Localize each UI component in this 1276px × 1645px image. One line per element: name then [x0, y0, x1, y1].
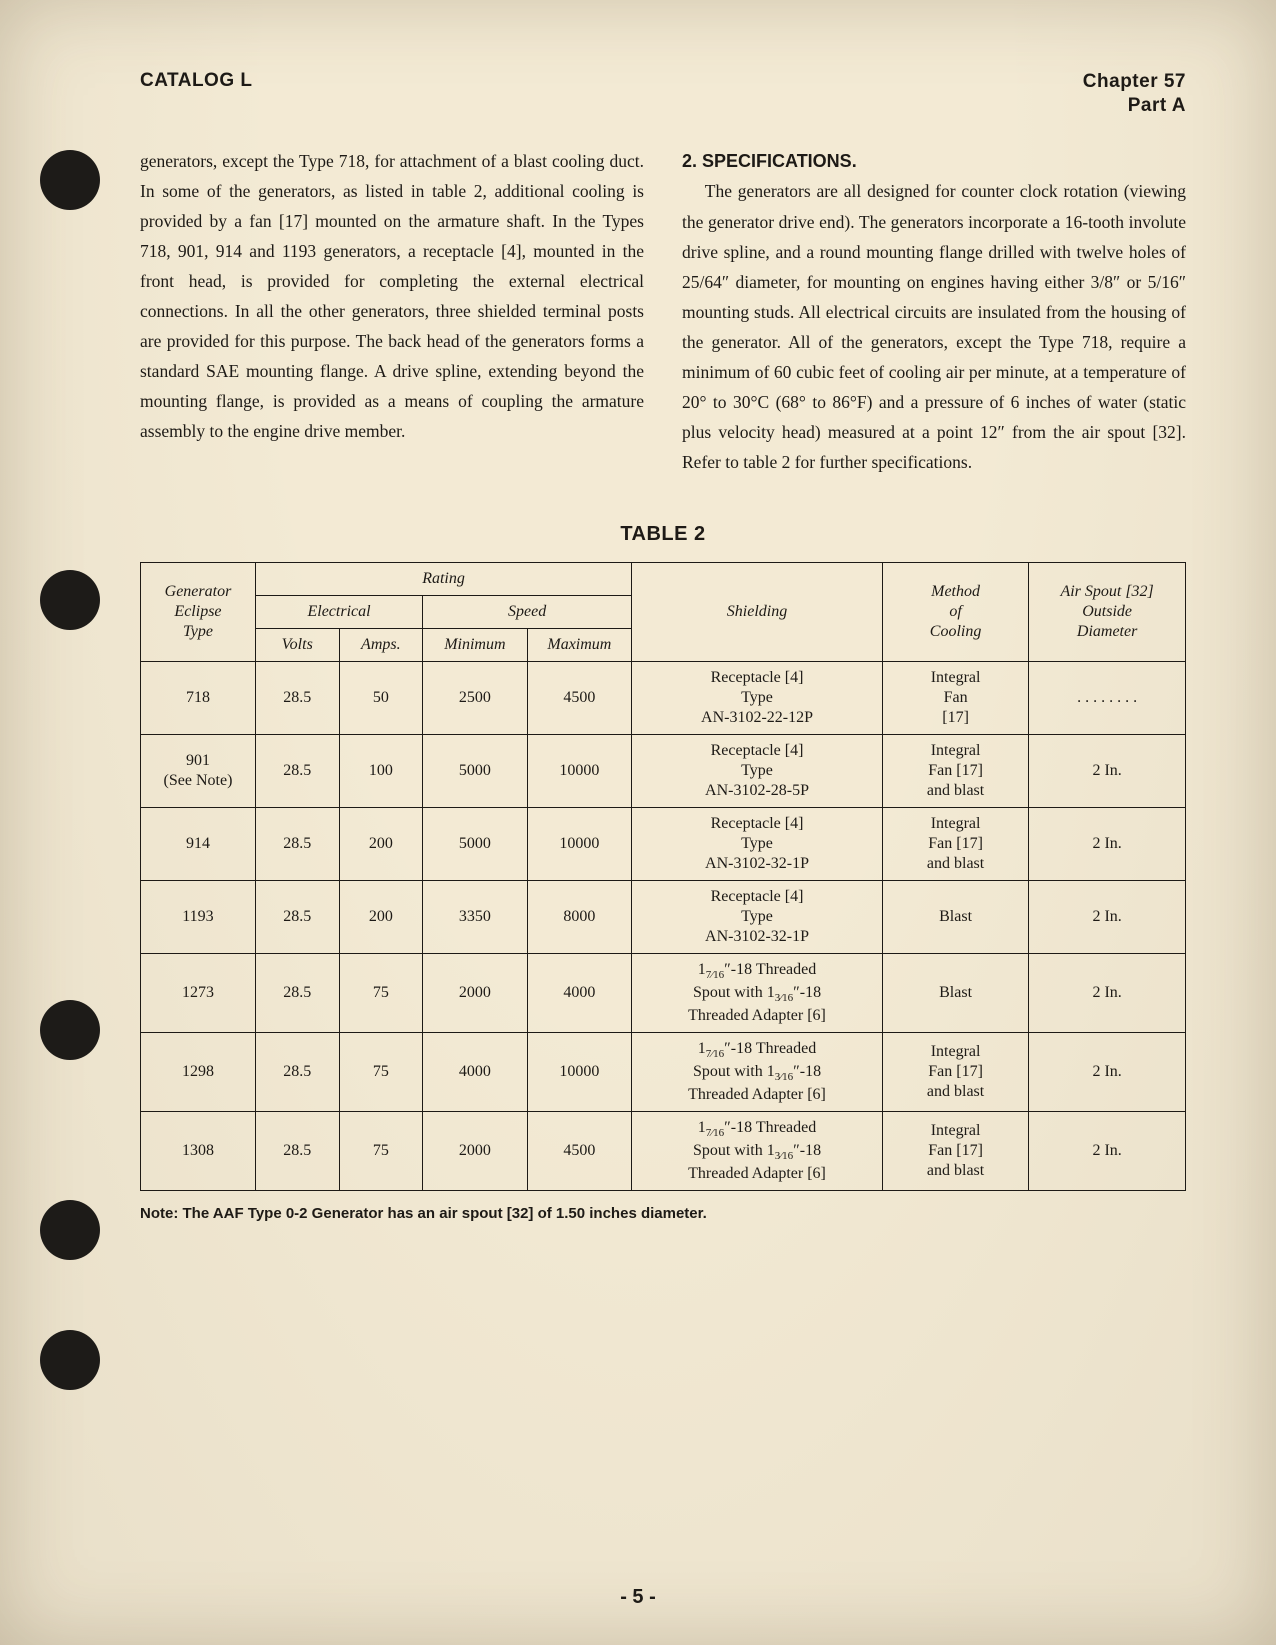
punch-hole	[40, 1330, 100, 1390]
cell-cooling: IntegralFan[17]	[882, 662, 1028, 735]
table-row: 119328.520033508000Receptacle [4]TypeAN-…	[141, 881, 1186, 954]
cell-min: 2500	[423, 662, 528, 735]
col-air-spout: Air Spout [32]OutsideDiameter	[1029, 563, 1186, 662]
cell-min: 4000	[423, 1033, 528, 1112]
cell-volts: 28.5	[255, 662, 339, 735]
punch-hole	[40, 1000, 100, 1060]
cell-cooling: IntegralFan [17]and blast	[882, 1112, 1028, 1191]
table-footnote: Note: The AAF Type 0-2 Generator has an …	[140, 1205, 1186, 1222]
cell-airspout: 2 In.	[1029, 808, 1186, 881]
cell-airspout: . . . . . . . .	[1029, 662, 1186, 735]
cell-min: 5000	[423, 735, 528, 808]
punch-hole	[40, 570, 100, 630]
cell-type: 1273	[141, 954, 256, 1033]
table-row: 129828.57540001000017⁄16″-18 ThreadedSpo…	[141, 1033, 1186, 1112]
punch-hole	[40, 1200, 100, 1260]
table-row: 901(See Note)28.5100500010000Receptacle …	[141, 735, 1186, 808]
cell-shielding: 17⁄16″-18 ThreadedSpout with 13⁄16″-18Th…	[632, 954, 883, 1033]
col-min: Minimum	[423, 629, 528, 662]
chapter-label: Chapter 57 Part A	[1083, 70, 1186, 118]
section-heading-specifications: 2. SPECIFICATIONS.	[682, 146, 1186, 177]
table-row: 91428.5200500010000Receptacle [4]TypeAN-…	[141, 808, 1186, 881]
table-title: TABLE 2	[140, 523, 1186, 546]
table-row: 127328.5752000400017⁄16″-18 ThreadedSpou…	[141, 954, 1186, 1033]
col-max: Maximum	[527, 629, 632, 662]
cell-airspout: 2 In.	[1029, 881, 1186, 954]
table-row: 71828.55025004500Receptacle [4]TypeAN-31…	[141, 662, 1186, 735]
cell-type: 901(See Note)	[141, 735, 256, 808]
cell-cooling: IntegralFan [17]and blast	[882, 735, 1028, 808]
cell-max: 4500	[527, 1112, 632, 1191]
cell-shielding: Receptacle [4]TypeAN-3102-32-1P	[632, 881, 883, 954]
cell-max: 4500	[527, 662, 632, 735]
col-electrical: Electrical	[255, 596, 422, 629]
cell-volts: 28.5	[255, 1112, 339, 1191]
col-generator-type: GeneratorEclipseType	[141, 563, 256, 662]
col-shielding: Shielding	[632, 563, 883, 662]
punch-hole	[40, 150, 100, 210]
cell-shielding: Receptacle [4]TypeAN-3102-32-1P	[632, 808, 883, 881]
page-number: - 5 -	[0, 1586, 1276, 1609]
cell-min: 2000	[423, 954, 528, 1033]
cell-volts: 28.5	[255, 808, 339, 881]
cell-cooling: IntegralFan [17]and blast	[882, 1033, 1028, 1112]
cell-max: 10000	[527, 735, 632, 808]
cell-type: 914	[141, 808, 256, 881]
cell-max: 8000	[527, 881, 632, 954]
specifications-table: GeneratorEclipseType Rating Shielding Me…	[140, 562, 1186, 1191]
cell-min: 2000	[423, 1112, 528, 1191]
cell-airspout: 2 In.	[1029, 954, 1186, 1033]
cell-type: 1308	[141, 1112, 256, 1191]
cell-airspout: 2 In.	[1029, 735, 1186, 808]
col-amps: Amps.	[339, 629, 423, 662]
table-header: GeneratorEclipseType Rating Shielding Me…	[141, 563, 1186, 662]
cell-volts: 28.5	[255, 1033, 339, 1112]
cell-amps: 100	[339, 735, 423, 808]
cell-type: 718	[141, 662, 256, 735]
body-text: generators, except the Type 718, for att…	[140, 146, 1186, 478]
cell-min: 5000	[423, 808, 528, 881]
cell-amps: 75	[339, 954, 423, 1033]
cell-shielding: Receptacle [4]TypeAN-3102-28-5P	[632, 735, 883, 808]
cell-volts: 28.5	[255, 881, 339, 954]
body-para-2: The generators are all designed for coun…	[682, 176, 1186, 477]
cell-cooling: Blast	[882, 954, 1028, 1033]
cell-max: 10000	[527, 1033, 632, 1112]
cell-cooling: IntegralFan [17]and blast	[882, 808, 1028, 881]
cell-amps: 50	[339, 662, 423, 735]
cell-cooling: Blast	[882, 881, 1028, 954]
page-header: CATALOG L Chapter 57 Part A	[140, 70, 1186, 118]
catalog-label: CATALOG L	[140, 70, 253, 118]
cell-min: 3350	[423, 881, 528, 954]
cell-max: 4000	[527, 954, 632, 1033]
table-row: 130828.5752000450017⁄16″-18 ThreadedSpou…	[141, 1112, 1186, 1191]
cell-volts: 28.5	[255, 735, 339, 808]
col-rating: Rating	[255, 563, 631, 596]
cell-volts: 28.5	[255, 954, 339, 1033]
table-body: 71828.55025004500Receptacle [4]TypeAN-31…	[141, 662, 1186, 1191]
document-page: CATALOG L Chapter 57 Part A generators, …	[0, 0, 1276, 1645]
col-speed: Speed	[423, 596, 632, 629]
cell-amps: 200	[339, 808, 423, 881]
cell-shielding: Receptacle [4]TypeAN-3102-22-12P	[632, 662, 883, 735]
cell-amps: 75	[339, 1112, 423, 1191]
col-method-cooling: MethodofCooling	[882, 563, 1028, 662]
part-line: Part A	[1083, 94, 1186, 118]
cell-shielding: 17⁄16″-18 ThreadedSpout with 13⁄16″-18Th…	[632, 1033, 883, 1112]
cell-max: 10000	[527, 808, 632, 881]
cell-type: 1193	[141, 881, 256, 954]
cell-airspout: 2 In.	[1029, 1112, 1186, 1191]
cell-amps: 75	[339, 1033, 423, 1112]
cell-amps: 200	[339, 881, 423, 954]
cell-shielding: 17⁄16″-18 ThreadedSpout with 13⁄16″-18Th…	[632, 1112, 883, 1191]
body-para-1: generators, except the Type 718, for att…	[140, 146, 644, 447]
chapter-line: Chapter 57	[1083, 70, 1186, 94]
col-volts: Volts	[255, 629, 339, 662]
cell-type: 1298	[141, 1033, 256, 1112]
cell-airspout: 2 In.	[1029, 1033, 1186, 1112]
